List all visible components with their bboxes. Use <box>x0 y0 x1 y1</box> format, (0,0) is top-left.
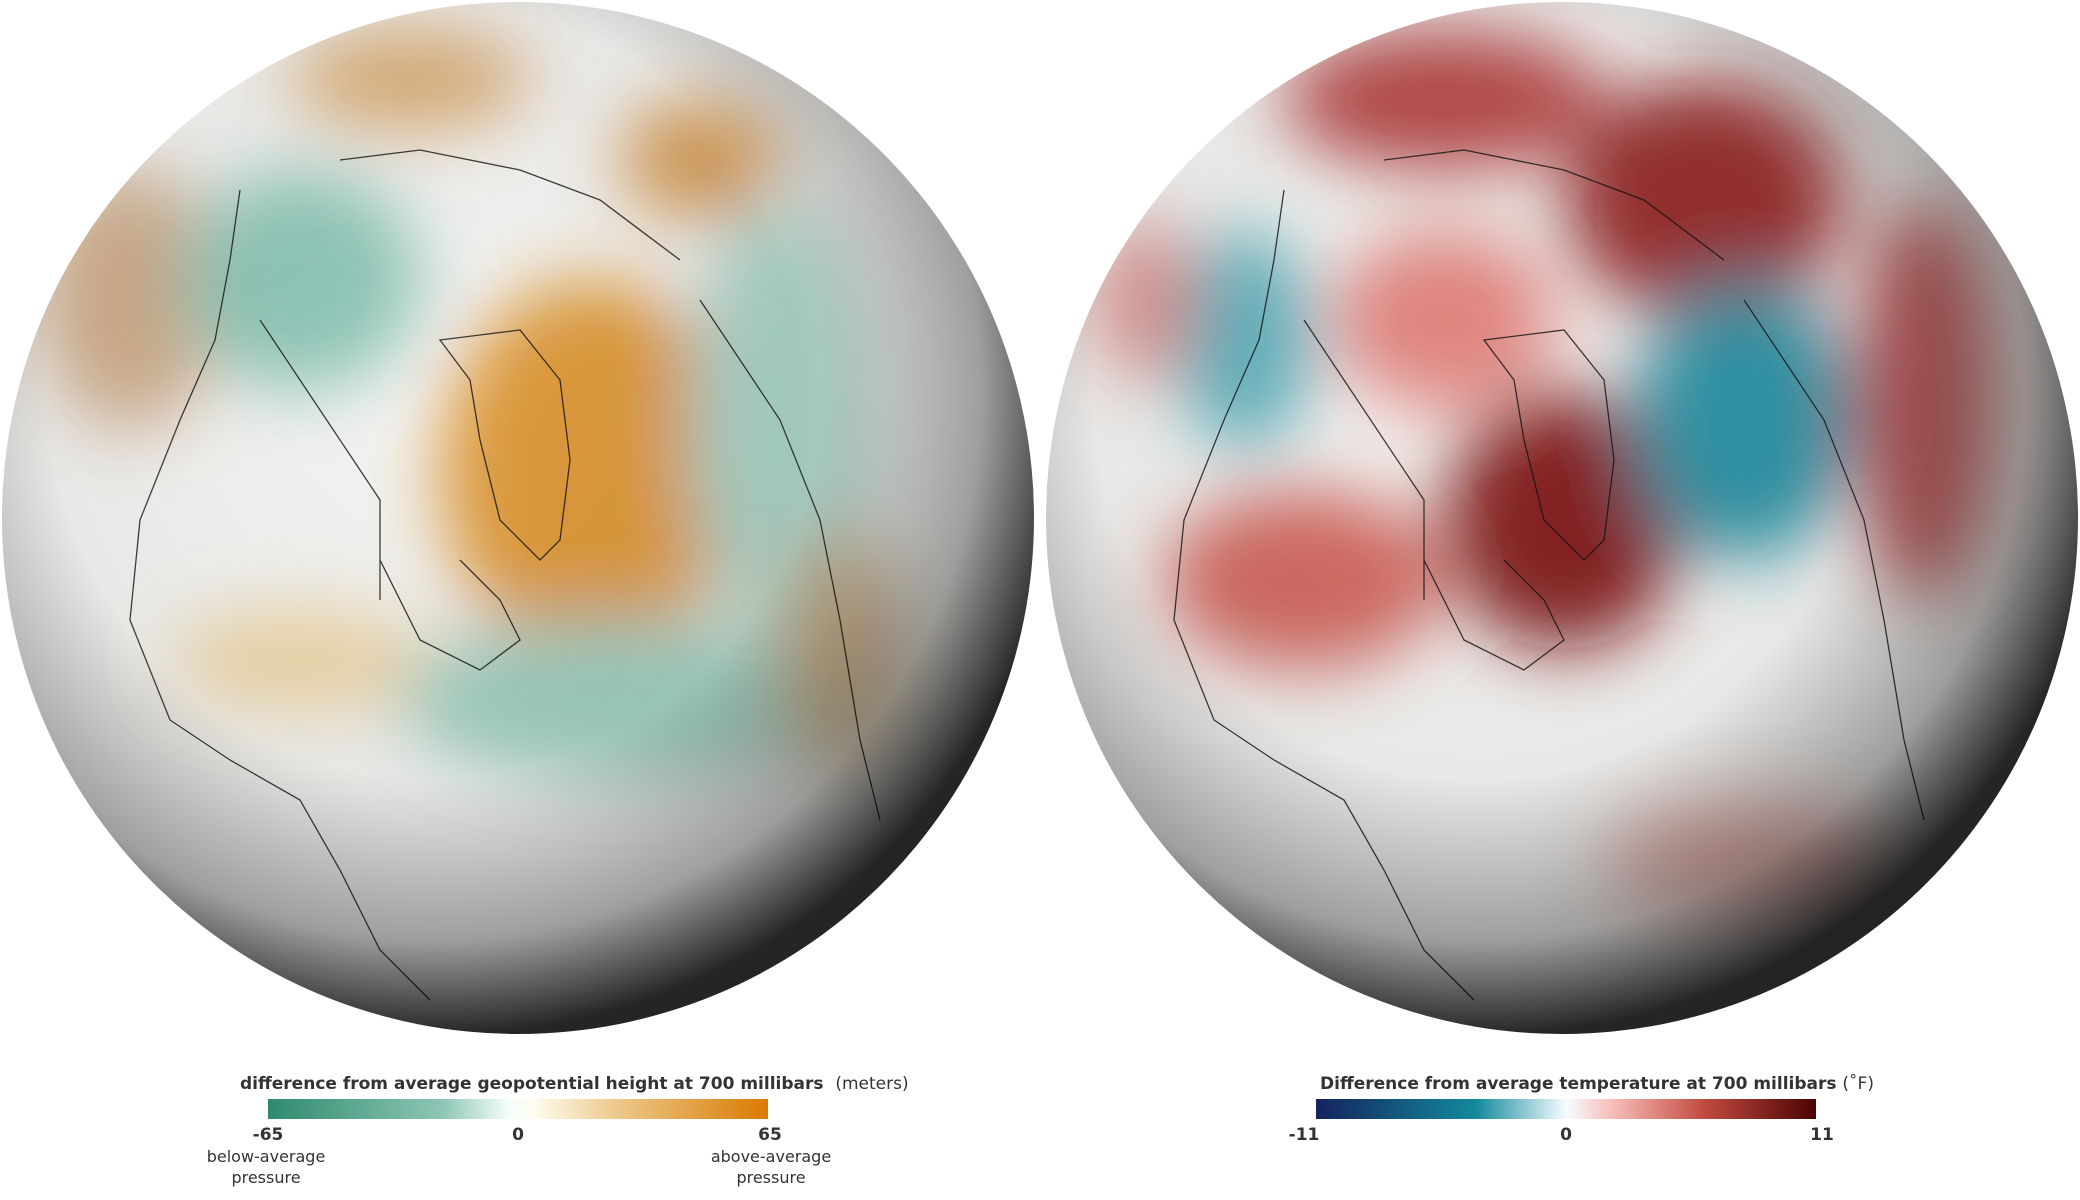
above-average-label: above-average pressure <box>710 1147 832 1187</box>
legend-title: Difference from average temperature at 7… <box>1320 1074 1874 1094</box>
tick-max: 11 <box>1810 1125 1834 1145</box>
geopotential-height-globe <box>2 2 1034 1034</box>
tick-min: -11 <box>1288 1125 1320 1145</box>
tick-max: 65 <box>758 1125 782 1145</box>
tick-zero: 0 <box>1560 1125 1572 1145</box>
tick-zero: 0 <box>512 1125 524 1145</box>
tick-min: -65 <box>252 1125 284 1145</box>
colorbar <box>268 1099 768 1119</box>
legend-title: difference from average geopotential hei… <box>240 1074 909 1094</box>
below-average-label: below-average pressure <box>206 1147 326 1187</box>
temperature-globe <box>1046 2 2078 1034</box>
colorbar <box>1316 1099 1816 1119</box>
